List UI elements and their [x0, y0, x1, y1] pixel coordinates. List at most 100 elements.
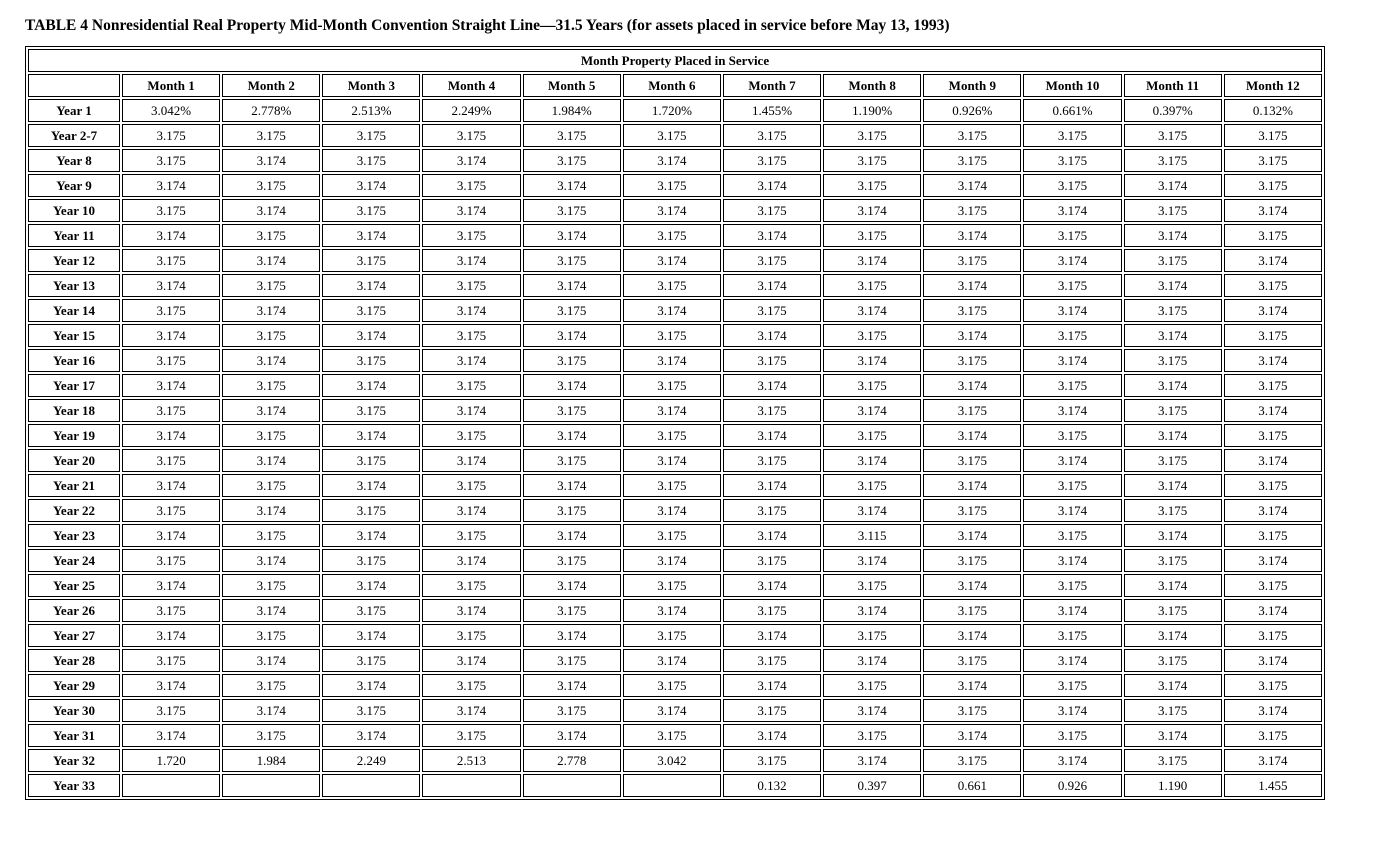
- table-cell: 3.175: [222, 224, 321, 247]
- table-cell: 3.174: [823, 549, 922, 572]
- table-cell: 3.174: [923, 174, 1022, 197]
- table-cell: 3.175: [1123, 599, 1222, 622]
- table-cell: 3.175: [222, 474, 321, 497]
- table-cell: 3.175: [522, 449, 621, 472]
- table-cell: [622, 774, 721, 797]
- table-cell: 3.175: [1223, 424, 1322, 447]
- table-cell: 3.175: [823, 474, 922, 497]
- table-cell: 3.174: [522, 524, 621, 547]
- table-cell: 3.175: [322, 599, 421, 622]
- table-cell: 3.175: [823, 274, 922, 297]
- table-cell: 3.175: [1223, 149, 1322, 172]
- table-cell: 3.175: [422, 424, 521, 447]
- table-cell: 0.132%: [1223, 99, 1322, 122]
- column-header: Month 12: [1223, 74, 1322, 97]
- table-cell: 3.175: [222, 574, 321, 597]
- table-cell: 3.175: [923, 199, 1022, 222]
- table-cell: 3.174: [122, 424, 221, 447]
- table-cell: 3.175: [522, 549, 621, 572]
- table-cell: 3.175: [1123, 399, 1222, 422]
- table-body: Year 1 3.042% 2.778% 2.513% 2.249% 1.984% 1.72…: [28, 99, 1322, 797]
- table-cell: 3.174: [722, 224, 822, 247]
- table-cell: 3.174: [222, 599, 321, 622]
- table-cell: 3.175: [722, 399, 822, 422]
- table-cell: 3.174: [823, 449, 922, 472]
- table-cell: 3.175: [622, 574, 721, 597]
- table-cell: 1.720: [122, 749, 221, 772]
- table-cell: 3.174: [422, 549, 521, 572]
- table-cell: [522, 774, 621, 797]
- row-label: Year 2-7: [28, 124, 120, 147]
- row-label: Year 12: [28, 249, 120, 272]
- table-cell: 3.175: [823, 324, 922, 347]
- table-cell: 3.175: [1223, 374, 1322, 397]
- table-cell: 3.175: [923, 699, 1022, 722]
- table-cell: 3.175: [122, 649, 221, 672]
- table-row: Year 10 3.175 3.174 3.175 3.174 3.175 3.174 3.1…: [28, 199, 1322, 222]
- table-cell: 3.174: [722, 274, 822, 297]
- table-cell: 3.175: [622, 324, 721, 347]
- table-cell: 3.174: [1223, 699, 1322, 722]
- table-cell: 3.175: [222, 324, 321, 347]
- table-cell: 3.175: [722, 649, 822, 672]
- table-cell: 3.175: [923, 499, 1022, 522]
- table-cell: 3.175: [622, 524, 721, 547]
- table-cell: 3.174: [722, 574, 822, 597]
- table-cell: 3.175: [823, 424, 922, 447]
- table-row: Year 8 3.175 3.174 3.175 3.174 3.175 3.174 3.17…: [28, 149, 1322, 172]
- table-cell: 3.175: [322, 349, 421, 372]
- table-row: Year 11 3.174 3.175 3.174 3.175 3.174 3.175 3.1…: [28, 224, 1322, 247]
- table-cell: 3.174: [622, 349, 721, 372]
- table-cell: 3.174: [622, 199, 721, 222]
- table-cell: 3.175: [522, 399, 621, 422]
- table-row: Year 25 3.174 3.175 3.174 3.175 3.174 3.175 3.1…: [28, 574, 1322, 597]
- table-cell: 3.174: [1023, 299, 1122, 322]
- table-cell: 3.174: [422, 649, 521, 672]
- table-cell: 3.174: [1123, 424, 1222, 447]
- table-cell: 3.174: [1123, 174, 1222, 197]
- table-cell: 3.175: [322, 299, 421, 322]
- table-cell: 3.174: [1123, 324, 1222, 347]
- table-cell: 3.175: [1023, 124, 1122, 147]
- table-cell: 2.249: [322, 749, 421, 772]
- table-cell: 3.175: [1123, 249, 1222, 272]
- table-cell: 3.174: [422, 349, 521, 372]
- table-cell: 3.175: [1123, 149, 1222, 172]
- row-label: Year 18: [28, 399, 120, 422]
- table-cell: 3.175: [823, 574, 922, 597]
- table-cell: 3.174: [1223, 599, 1322, 622]
- table-cell: 3.174: [923, 674, 1022, 697]
- row-label: Year 32: [28, 749, 120, 772]
- table-cell: 3.175: [222, 174, 321, 197]
- column-header: Month 11: [1123, 74, 1222, 97]
- table-cell: 3.175: [722, 749, 822, 772]
- row-label: Year 27: [28, 624, 120, 647]
- row-label: Year 25: [28, 574, 120, 597]
- table-cell: [222, 774, 321, 797]
- table-cell: 3.175: [823, 624, 922, 647]
- table-cell: 3.174: [622, 299, 721, 322]
- table-row: Year 32 1.720 1.984 2.249 2.513 2.778 3.042 3.1…: [28, 749, 1322, 772]
- table-cell: 3.174: [122, 724, 221, 747]
- table-cell: 3.174: [1023, 199, 1122, 222]
- table-cell: 3.175: [923, 349, 1022, 372]
- table-cell: 3.174: [322, 474, 421, 497]
- table-cell: 3.175: [422, 524, 521, 547]
- table-row: Year 23 3.174 3.175 3.174 3.175 3.174 3.175 3.1…: [28, 524, 1322, 547]
- table-cell: 3.174: [823, 399, 922, 422]
- table-cell: 3.175: [1023, 224, 1122, 247]
- table-cell: 3.175: [1123, 449, 1222, 472]
- table-cell: 3.174: [1023, 549, 1122, 572]
- table-cell: 3.175: [122, 149, 221, 172]
- table-cell: 3.174: [923, 474, 1022, 497]
- table-cell: 3.175: [923, 449, 1022, 472]
- table-cell: 3.175: [823, 374, 922, 397]
- table-cell: 3.175: [722, 349, 822, 372]
- table-cell: 3.174: [1123, 524, 1222, 547]
- table-cell: 3.174: [322, 624, 421, 647]
- table-cell: 3.175: [1223, 574, 1322, 597]
- table-cell: 3.175: [122, 299, 221, 322]
- table-cell: 3.174: [222, 499, 321, 522]
- table-row: Year 13 3.174 3.175 3.174 3.175 3.174 3.175 3.1…: [28, 274, 1322, 297]
- table-cell: 3.174: [322, 724, 421, 747]
